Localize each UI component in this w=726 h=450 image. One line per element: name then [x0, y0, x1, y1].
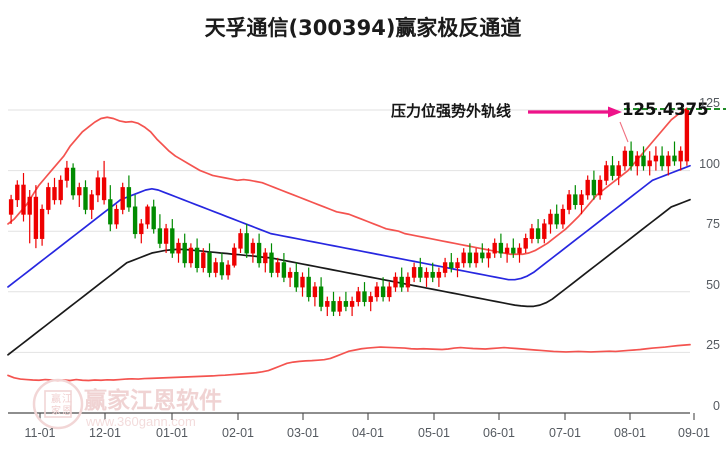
x-axis-tick-label: 07-01 [549, 426, 581, 440]
x-axis-tick-label: 01-01 [156, 426, 188, 440]
y-axis-tick-label: 25 [706, 338, 720, 353]
x-axis-tick-label: 11-01 [24, 426, 56, 440]
x-axis-ticks [39, 413, 695, 420]
candlestick-group [8, 107, 690, 317]
x-axis-tick-label: 02-01 [222, 426, 254, 440]
x-axis-tick-label: 06-01 [483, 426, 515, 440]
y-axis-tick-label: 0 [713, 399, 720, 413]
x-axis-tick-label: 12-01 [89, 426, 121, 440]
series-path-0 [7, 108, 691, 256]
y-axis-tick-label: 50 [706, 277, 720, 292]
resistance-annotation-label: 压力位强势外轨线 [391, 102, 512, 120]
x-axis-tick-label: 03-01 [287, 426, 319, 440]
x-axis-tick-label: 09-01 [678, 426, 710, 440]
annotation-arrow [528, 106, 629, 143]
x-axis-tick-label: 05-01 [418, 426, 450, 440]
resistance-annotation-value: 125.4375 [622, 100, 709, 119]
gridlines [8, 109, 690, 414]
page-title: 天孚通信(300394)赢家极反通道 [204, 16, 522, 40]
x-axis-tick-label: 08-01 [614, 426, 646, 440]
series-path-3 [7, 343, 691, 382]
series-path-2 [7, 198, 691, 356]
y-axis-tick-label: 75 [706, 217, 720, 232]
x-axis-tick-label: 04-01 [352, 426, 384, 440]
y-axis-tick-label: 125 [699, 96, 720, 110]
y-axis-tick-label: 100 [699, 156, 720, 171]
